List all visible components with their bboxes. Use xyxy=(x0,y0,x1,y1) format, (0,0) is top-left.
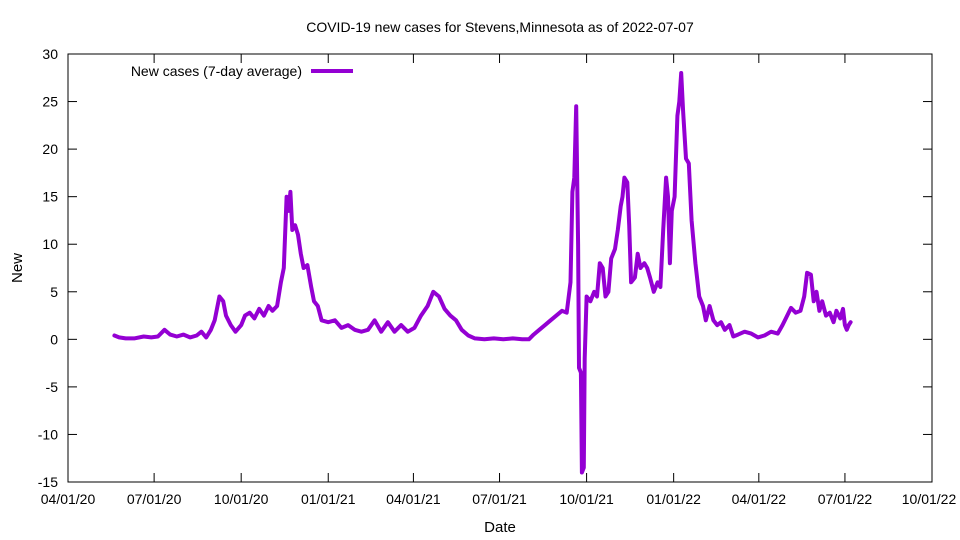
series-line-new-cases xyxy=(112,71,853,475)
y-tick-label: 20 xyxy=(42,141,58,157)
y-tick-label: 30 xyxy=(42,46,58,62)
x-tick-label: 04/01/21 xyxy=(386,491,441,507)
y-tick-label: 10 xyxy=(42,236,58,252)
y-axis-label: New xyxy=(9,253,26,283)
x-tick-label: 07/01/20 xyxy=(127,491,182,507)
x-tick-label: 01/01/21 xyxy=(301,491,356,507)
x-tick-label: 04/01/22 xyxy=(732,491,787,507)
x-tick-label: 04/01/20 xyxy=(41,491,96,507)
y-tick-label: -15 xyxy=(38,474,58,490)
chart-title: COVID-19 new cases for Stevens,Minnesota… xyxy=(306,19,694,35)
y-tick-label: 0 xyxy=(50,331,58,347)
y-tick-label: -5 xyxy=(46,379,59,395)
legend: New cases (7-day average) xyxy=(131,63,353,79)
x-axis-label: Date xyxy=(484,519,516,536)
plot-area-frame xyxy=(67,53,933,483)
x-axis-ticks: 04/01/20 07/01/20 10/01/20 01/01/21 04/01/21… xyxy=(41,54,957,507)
y-tick-label: 25 xyxy=(42,94,58,110)
legend-label: New cases (7-day average) xyxy=(131,63,302,79)
x-tick-label: 10/01/21 xyxy=(559,491,614,507)
y-tick-label: 5 xyxy=(50,284,58,300)
y-tick-label: 15 xyxy=(42,189,58,205)
x-tick-label: 07/01/22 xyxy=(818,491,873,507)
y-tick-label: -10 xyxy=(38,426,58,442)
x-tick-label: 07/01/21 xyxy=(472,491,527,507)
x-tick-label: 01/01/22 xyxy=(646,491,701,507)
x-tick-label: 10/01/20 xyxy=(214,491,269,507)
x-tick-label: 10/01/22 xyxy=(902,491,957,507)
y-axis-ticks: -15 -10 -5 0 5 10 15 20 25 30 xyxy=(38,46,932,490)
